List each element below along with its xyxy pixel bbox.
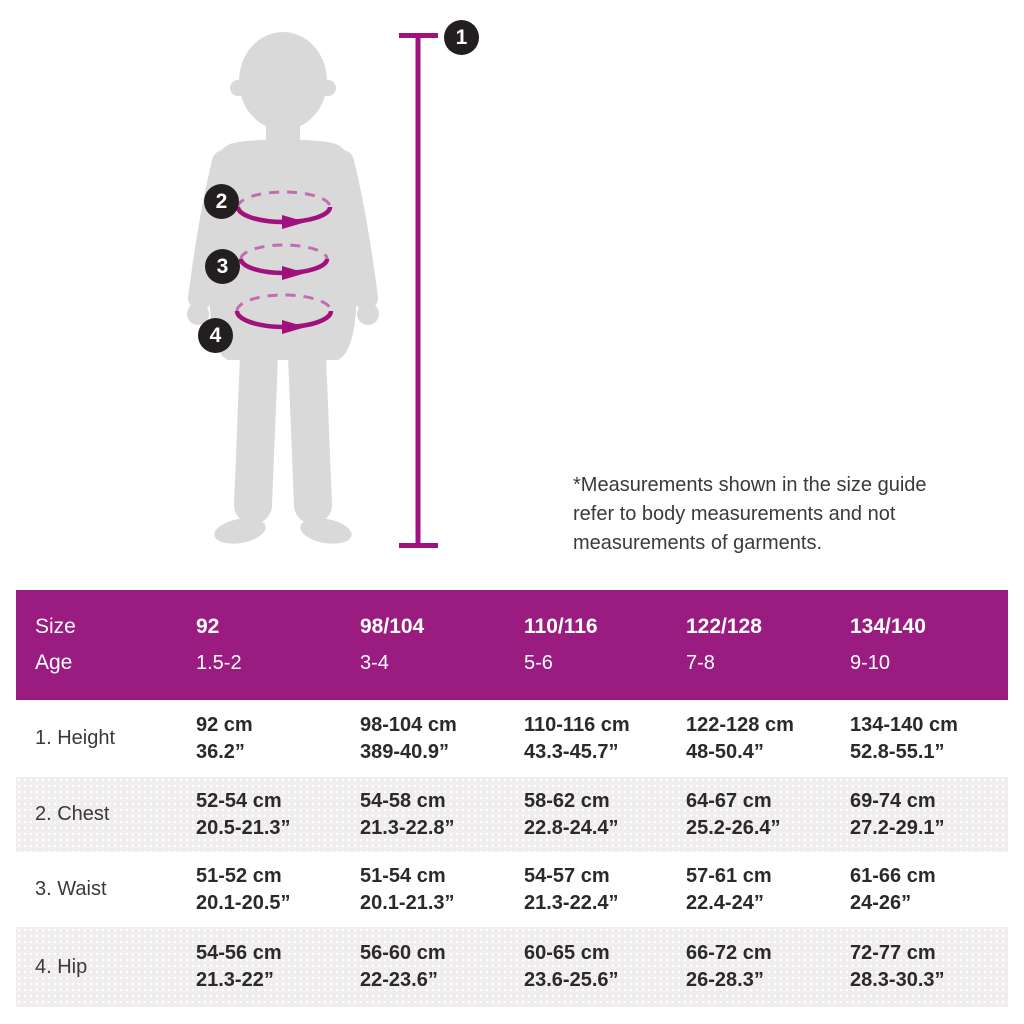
hip-cell-92: 54-56 cm 21.3-22” (196, 940, 360, 994)
row-label-hip: 4. Hip (35, 955, 88, 978)
inch-value: 20.5-21.3” (196, 816, 291, 839)
age-col-3: 5-6 (524, 651, 553, 674)
size-col-110-116: 110/116 (524, 615, 598, 638)
cm-value: 98-104 cm (360, 713, 457, 736)
inch-value: 20.1-21.3” (360, 891, 455, 914)
inch-value: 52.8-55.1” (850, 740, 945, 763)
row-label-waist: 3. Waist (35, 878, 107, 900)
cm-value: 51-52 cm (196, 864, 282, 887)
inch-value: 36.2” (196, 740, 245, 763)
child-silhouette-icon (187, 32, 379, 544)
cm-value: 56-60 cm (360, 942, 446, 964)
cm-value: 72-77 cm (850, 942, 936, 964)
chest-band-icon (235, 190, 333, 229)
cm-value: 51-54 cm (360, 864, 446, 887)
height-cell-134-140: 134-140 cm 52.8-55.1” (850, 712, 1008, 766)
age-col-2: 3-4 (360, 651, 389, 674)
age-col-5: 9-10 (850, 651, 891, 674)
marker-chest: 2 (204, 184, 239, 219)
height-cell-92: 92 cm 36.2” (196, 712, 360, 766)
inch-value: 389-40.9” (360, 740, 449, 763)
waist-cell-98-104: 51-54 cm 20.1-21.3” (360, 863, 524, 917)
cm-value: 52-54 cm (196, 789, 282, 812)
cm-value: 110-116 cm (524, 713, 630, 736)
size-col-98-104: 98/104 (360, 615, 425, 638)
waist-cell-122-128: 57-61 cm 22.4-24” (686, 863, 850, 917)
table-row-chest: 2. Chest 52-54 cm 20.5-21.3” 54-58 cm 21… (16, 777, 1008, 852)
age-row-label: Age (35, 651, 73, 674)
marker-height: 1 (444, 20, 479, 55)
hip-cell-134-140: 72-77 cm 28.3-30.3” (850, 940, 1008, 994)
chest-cell-92: 52-54 cm 20.5-21.3” (196, 788, 360, 842)
cm-value: 58-62 cm (524, 789, 610, 812)
hip-cell-122-128: 66-72 cm 26-28.3” (686, 940, 850, 994)
inch-value: 28.3-30.3” (850, 969, 945, 991)
marker-waist: 3 (205, 249, 240, 284)
inch-value: 25.2-26.4” (686, 816, 781, 839)
chest-cell-110-116: 58-62 cm 22.8-24.4” (524, 788, 686, 842)
size-col-92: 92 (196, 615, 220, 638)
chest-cell-98-104: 54-58 cm 21.3-22.8” (360, 788, 524, 842)
marker-hip: 4 (198, 318, 233, 353)
cm-value: 69-74 cm (850, 789, 936, 812)
inch-value: 21.3-22” (196, 969, 274, 991)
inch-value: 21.3-22.8” (360, 816, 455, 839)
hip-cell-98-104: 56-60 cm 22-23.6” (360, 940, 524, 994)
size-col-134-140: 134/140 (850, 615, 926, 638)
table-row-hip: 4. Hip 54-56 cm 21.3-22” 56-60 cm 22-23.… (16, 927, 1008, 1007)
height-cell-122-128: 122-128 cm 48-50.4” (686, 712, 850, 766)
inch-value: 23.6-25.6” (524, 969, 619, 991)
measurement-diagram (187, 32, 438, 548)
inch-value: 21.3-22.4” (524, 891, 619, 914)
row-label-height: 1. Height (35, 727, 116, 749)
size-col-122-128: 122/128 (686, 615, 762, 638)
inch-value: 24-26” (850, 891, 912, 914)
waist-cell-134-140: 61-66 cm 24-26” (850, 863, 1008, 917)
table-row-height: 1. Height 92 cm 36.2” 98-104 cm 389-40.9… (16, 700, 1008, 777)
waist-band-icon (238, 243, 330, 280)
inch-value: 48-50.4” (686, 740, 764, 763)
cm-value: 54-58 cm (360, 789, 446, 812)
cm-value: 61-66 cm (850, 864, 936, 887)
inch-value: 22.8-24.4” (524, 816, 619, 839)
size-table-header: Size 92 98/104 110/116 122/128 134/140 A… (16, 590, 1008, 700)
inch-value: 22-23.6” (360, 969, 438, 991)
cm-value: 122-128 cm (686, 713, 794, 736)
hip-cell-110-116: 60-65 cm 23.6-25.6” (524, 940, 686, 994)
cm-value: 57-61 cm (686, 864, 772, 887)
inch-value: 20.1-20.5” (196, 891, 291, 914)
inch-value: 43.3-45.7” (524, 740, 619, 763)
cm-value: 54-57 cm (524, 864, 610, 887)
cm-value: 60-65 cm (524, 942, 610, 964)
cm-value: 54-56 cm (196, 942, 282, 964)
chest-cell-134-140: 69-74 cm 27.2-29.1” (850, 788, 1008, 842)
inch-value: 22.4-24” (686, 891, 764, 914)
waist-cell-92: 51-52 cm 20.1-20.5” (196, 863, 360, 917)
header-age-row: Age 1.5-2 3-4 5-6 7-8 9-10 (16, 651, 1008, 675)
cm-value: 92 cm (196, 713, 253, 736)
age-col-4: 7-8 (686, 651, 715, 674)
age-col-1: 1.5-2 (196, 651, 242, 674)
table-row-waist: 3. Waist 51-52 cm 20.1-20.5” 51-54 cm 20… (16, 852, 1008, 927)
measurement-figure: 1 2 3 4 *Measurements shown in the size … (187, 20, 927, 554)
measurement-note: *Measurements shown in the size guide re… (573, 474, 927, 554)
hip-band-icon (234, 293, 334, 334)
height-cell-110-116: 110-116 cm 43.3-45.7” (524, 712, 686, 766)
inch-value: 27.2-29.1” (850, 816, 945, 839)
inch-value: 26-28.3” (686, 969, 764, 991)
chest-cell-122-128: 64-67 cm 25.2-26.4” (686, 788, 850, 842)
size-row-label: Size (35, 615, 76, 638)
row-label-chest: 2. Chest (35, 803, 110, 825)
cm-value: 64-67 cm (686, 789, 772, 812)
cm-value: 66-72 cm (686, 942, 772, 964)
waist-cell-110-116: 54-57 cm 21.3-22.4” (524, 863, 686, 917)
header-size-row: Size 92 98/104 110/116 122/128 134/140 (16, 615, 1008, 639)
height-cell-98-104: 98-104 cm 389-40.9” (360, 712, 524, 766)
cm-value: 134-140 cm (850, 713, 958, 736)
height-measure-line (399, 33, 438, 548)
size-table: Size 92 98/104 110/116 122/128 134/140 A… (16, 590, 1008, 1007)
